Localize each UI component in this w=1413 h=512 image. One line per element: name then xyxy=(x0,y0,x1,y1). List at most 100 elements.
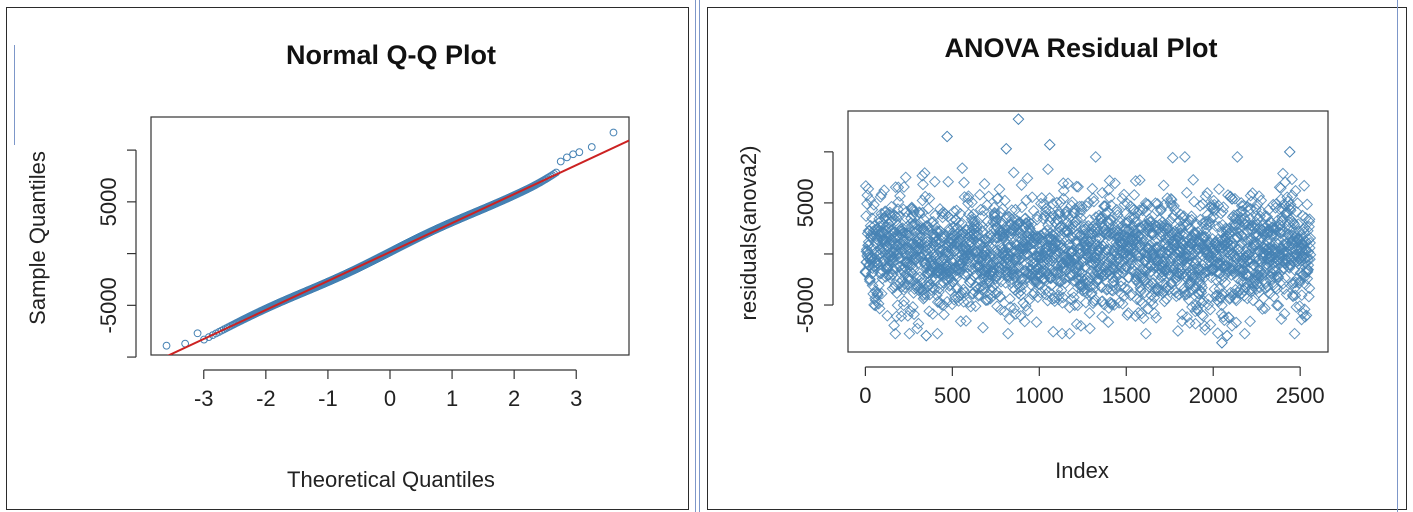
residual-point xyxy=(1087,251,1100,264)
residual-point xyxy=(962,296,975,309)
residual-point xyxy=(980,294,993,307)
residual-point xyxy=(1006,267,1019,280)
residual-point xyxy=(1041,294,1054,307)
residual-point xyxy=(1061,233,1074,246)
residual-point xyxy=(1063,327,1076,340)
residual-point xyxy=(987,256,999,269)
residual-point xyxy=(862,182,875,195)
residual-point xyxy=(1128,211,1141,224)
residual-point xyxy=(1154,204,1167,217)
residual-point xyxy=(1096,280,1108,293)
residual-point xyxy=(899,171,912,184)
residual-point xyxy=(992,192,1004,205)
residual-point xyxy=(1198,320,1211,332)
residual-point xyxy=(1042,267,1055,280)
residual-point xyxy=(1255,194,1268,207)
residual-point xyxy=(915,273,928,286)
residual-point xyxy=(881,309,894,322)
residual-point xyxy=(1169,204,1182,217)
residual-point xyxy=(998,194,1011,207)
residual-point xyxy=(938,308,950,321)
residual-x-tick-label: 500 xyxy=(934,383,971,408)
residual-point xyxy=(1009,263,1022,276)
residual-point xyxy=(966,245,979,258)
residual-point xyxy=(1111,206,1124,219)
residual-point xyxy=(1054,275,1067,288)
residual-point xyxy=(945,227,958,240)
residual-point xyxy=(1064,269,1077,282)
residual-point xyxy=(1268,290,1280,303)
residual-point xyxy=(1157,179,1170,192)
residual-point xyxy=(887,262,900,275)
residual-point xyxy=(1057,184,1070,197)
residual-point xyxy=(1030,316,1043,329)
residual-point xyxy=(1018,249,1031,261)
qq-point xyxy=(193,329,202,338)
residual-point xyxy=(860,210,872,223)
residual-point xyxy=(1133,250,1146,263)
residual-point xyxy=(1181,311,1194,323)
residual-point xyxy=(946,298,959,311)
residual-point xyxy=(1205,212,1217,225)
residual-point xyxy=(1196,281,1208,294)
residual-point xyxy=(890,211,903,223)
residual-point xyxy=(962,197,974,210)
residual-point xyxy=(1087,192,1100,205)
residual-point xyxy=(1086,182,1099,195)
qq-x-tick-label: 3 xyxy=(570,386,582,411)
residual-point xyxy=(1231,151,1244,163)
qq-point xyxy=(556,157,565,166)
residual-point xyxy=(1208,283,1221,296)
residual-point xyxy=(1115,280,1127,293)
residual-point xyxy=(864,275,876,288)
residual-point xyxy=(1217,287,1230,300)
residual-point xyxy=(1116,297,1129,310)
residual-point xyxy=(978,177,991,190)
residual-point xyxy=(1199,323,1211,336)
residual-point xyxy=(1014,309,1027,322)
residual-point xyxy=(993,183,1006,196)
residual-point xyxy=(1097,269,1110,282)
residual-point xyxy=(918,291,931,304)
residual-point xyxy=(1042,255,1055,268)
residual-point xyxy=(890,310,903,323)
residual-point xyxy=(1007,166,1020,179)
residual-point xyxy=(969,215,981,228)
residual-point xyxy=(918,167,931,179)
residual-point xyxy=(1102,316,1115,329)
residual-point xyxy=(1232,286,1244,299)
residual-point xyxy=(1259,302,1271,315)
residual-point xyxy=(1016,201,1028,214)
residual-x-tick-label: 1000 xyxy=(1015,383,1064,408)
residual-point xyxy=(1065,293,1078,306)
residual-point xyxy=(981,215,994,228)
residual-point xyxy=(1199,190,1212,203)
residual-point xyxy=(1144,239,1156,251)
residual-point xyxy=(868,252,881,265)
residual-point xyxy=(1243,247,1256,260)
residual-point xyxy=(982,236,995,249)
residual-point xyxy=(944,278,957,291)
residual-point xyxy=(1218,314,1231,327)
residual-point xyxy=(1189,305,1202,318)
residual-point xyxy=(907,263,920,276)
residual-point xyxy=(972,290,985,302)
residual-point xyxy=(1223,311,1235,324)
residual-point xyxy=(936,211,949,224)
residual-point xyxy=(1131,250,1144,263)
residual-point xyxy=(1111,247,1123,260)
residual-point xyxy=(1088,195,1100,208)
residual-point xyxy=(1005,204,1018,217)
residual-point xyxy=(958,176,970,189)
residual-point xyxy=(1018,315,1031,328)
residual-point xyxy=(1217,201,1230,214)
residual-point xyxy=(977,321,989,334)
residual-point xyxy=(922,202,935,215)
residual-point xyxy=(1201,187,1214,199)
residual-point xyxy=(1166,151,1179,164)
residual-point xyxy=(1230,294,1243,307)
residual-point xyxy=(1182,278,1195,290)
residual-point xyxy=(1230,316,1243,329)
residual-point xyxy=(1244,212,1257,225)
residual-point xyxy=(1267,198,1280,211)
